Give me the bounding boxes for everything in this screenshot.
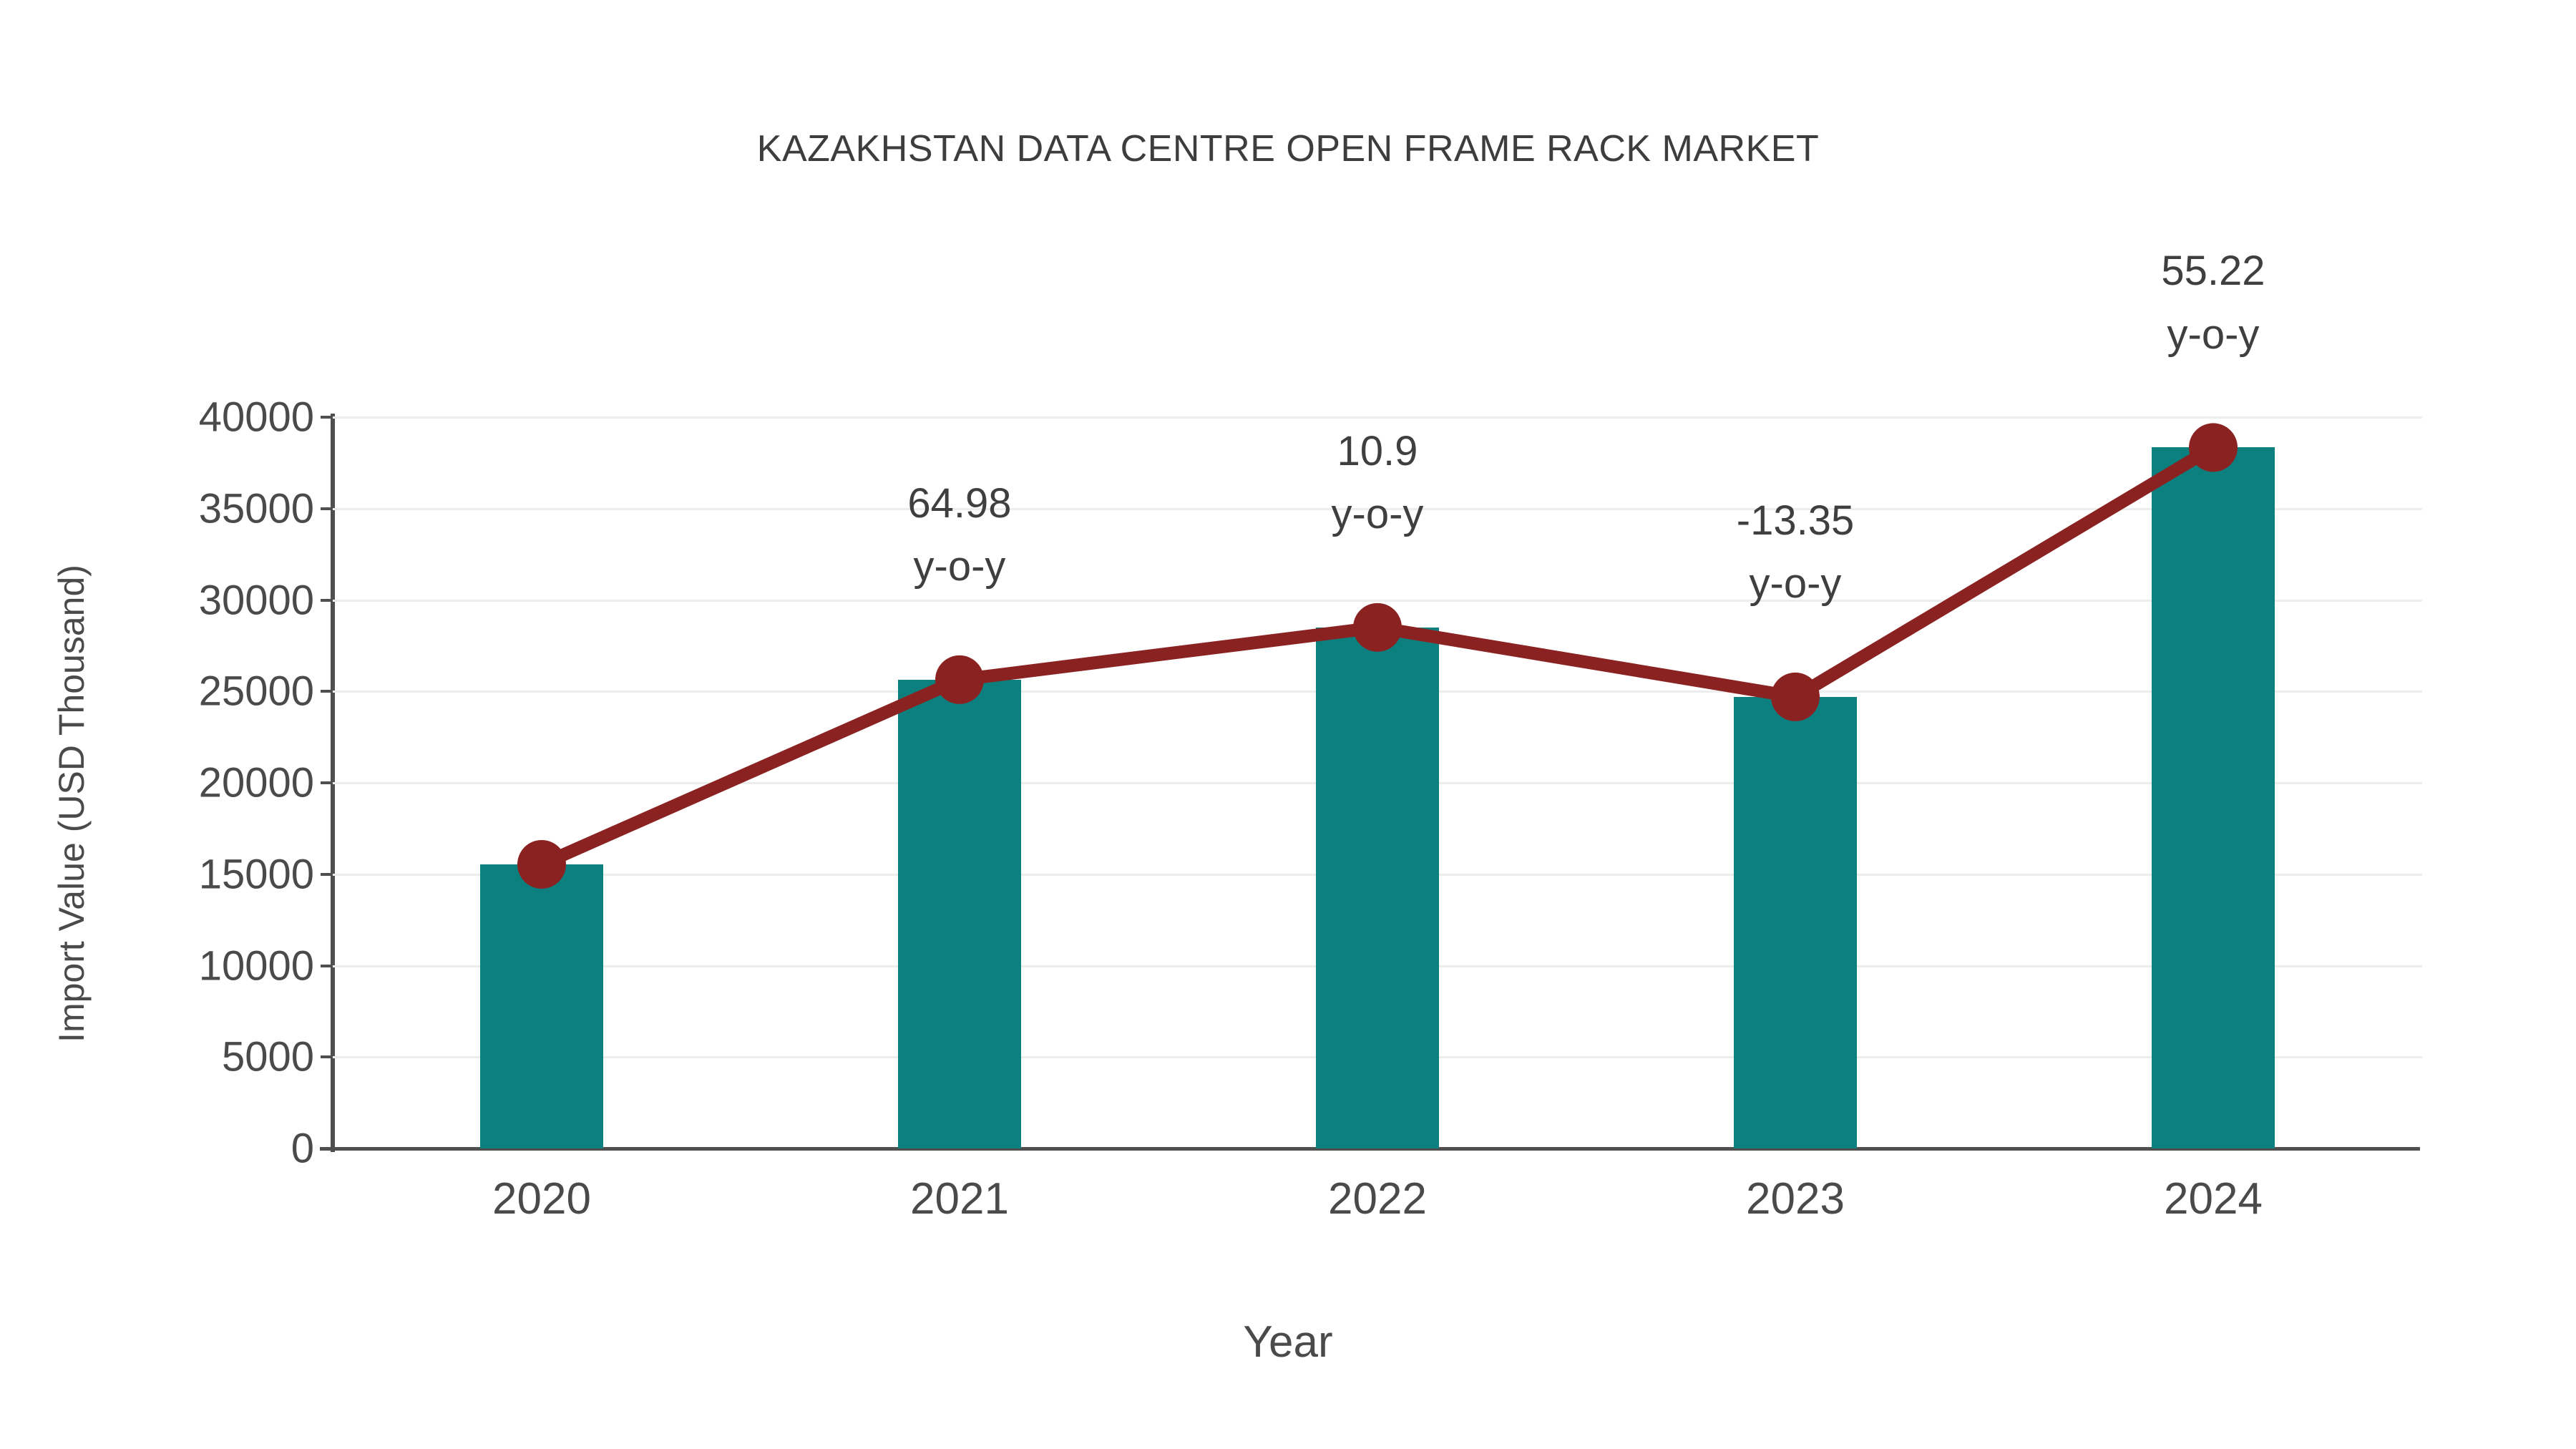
x-tick-label-2020: 2020 <box>492 1174 591 1224</box>
yoy-annotation-unit: y-o-y <box>1749 560 1842 608</box>
gridline <box>333 599 2422 602</box>
yoy-annotation-unit: y-o-y <box>2167 311 2260 358</box>
y-tick-label: 0 <box>291 1125 314 1172</box>
y-tick-mark <box>321 416 332 419</box>
yoy-annotation-2024: 55.22 y-o-y <box>2013 240 2414 366</box>
yoy-annotation-2021: 64.98 y-o-y <box>759 472 1160 598</box>
bar-2021[interactable] <box>898 679 1021 1148</box>
yoy-annotation-value: 64.98 <box>907 479 1012 527</box>
y-tick-mark <box>321 964 332 967</box>
y-tick-label: 5000 <box>221 1033 314 1080</box>
yoy-annotation-unit: y-o-y <box>1331 490 1424 537</box>
y-tick-mark <box>321 1055 332 1059</box>
y-tick-label: 15000 <box>198 851 314 898</box>
gridline <box>333 416 2422 419</box>
bar-2022[interactable] <box>1316 627 1439 1148</box>
y-tick-mark <box>321 1147 332 1150</box>
axis-zero-line <box>320 1147 2420 1151</box>
y-tick-label: 35000 <box>198 485 314 532</box>
y-tick-label: 25000 <box>198 668 314 715</box>
yoy-annotation-value: -13.35 <box>1736 497 1855 544</box>
y-tick-label: 20000 <box>198 759 314 806</box>
yoy-annotation-2022: 10.9 y-o-y <box>1177 420 1578 546</box>
x-tick-label-2021: 2021 <box>910 1174 1009 1224</box>
yoy-annotation-value: 55.22 <box>2161 248 2265 295</box>
x-tick-label-2024: 2024 <box>2164 1174 2263 1224</box>
bar-2023[interactable] <box>1734 696 1857 1148</box>
x-axis-title: Year <box>1243 1317 1333 1367</box>
yoy-annotation-2023: -13.35 y-o-y <box>1595 489 1996 615</box>
bar-2024[interactable] <box>2152 447 2275 1148</box>
y-tick-mark <box>321 781 332 784</box>
yoy-annotation-value: 10.9 <box>1337 427 1418 474</box>
y-tick-mark <box>321 690 332 693</box>
yoy-annotation-unit: y-o-y <box>913 543 1006 590</box>
x-tick-label-2022: 2022 <box>1328 1174 1427 1224</box>
y-tick-label: 10000 <box>198 942 314 989</box>
y-tick-mark <box>321 598 332 602</box>
y-tick-label: 30000 <box>198 577 314 623</box>
y-tick-mark <box>321 872 332 876</box>
y-tick-mark <box>321 507 332 510</box>
y-tick-label: 40000 <box>198 394 314 441</box>
x-tick-label-2023: 2023 <box>1746 1174 1845 1224</box>
bar-2020[interactable] <box>480 864 603 1148</box>
chart-title: KAZAKHSTAN DATA CENTRE OPEN FRAME RACK M… <box>756 128 1820 170</box>
